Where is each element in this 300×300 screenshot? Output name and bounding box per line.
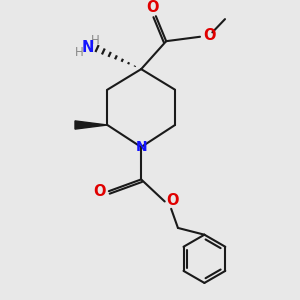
Text: O: O <box>203 28 215 43</box>
Text: O: O <box>167 193 179 208</box>
Text: O: O <box>93 184 106 199</box>
Text: O: O <box>147 0 159 15</box>
Text: N: N <box>82 40 94 55</box>
Text: H: H <box>75 46 84 59</box>
Text: N: N <box>135 140 147 154</box>
Polygon shape <box>75 121 107 129</box>
Text: H: H <box>91 34 100 47</box>
